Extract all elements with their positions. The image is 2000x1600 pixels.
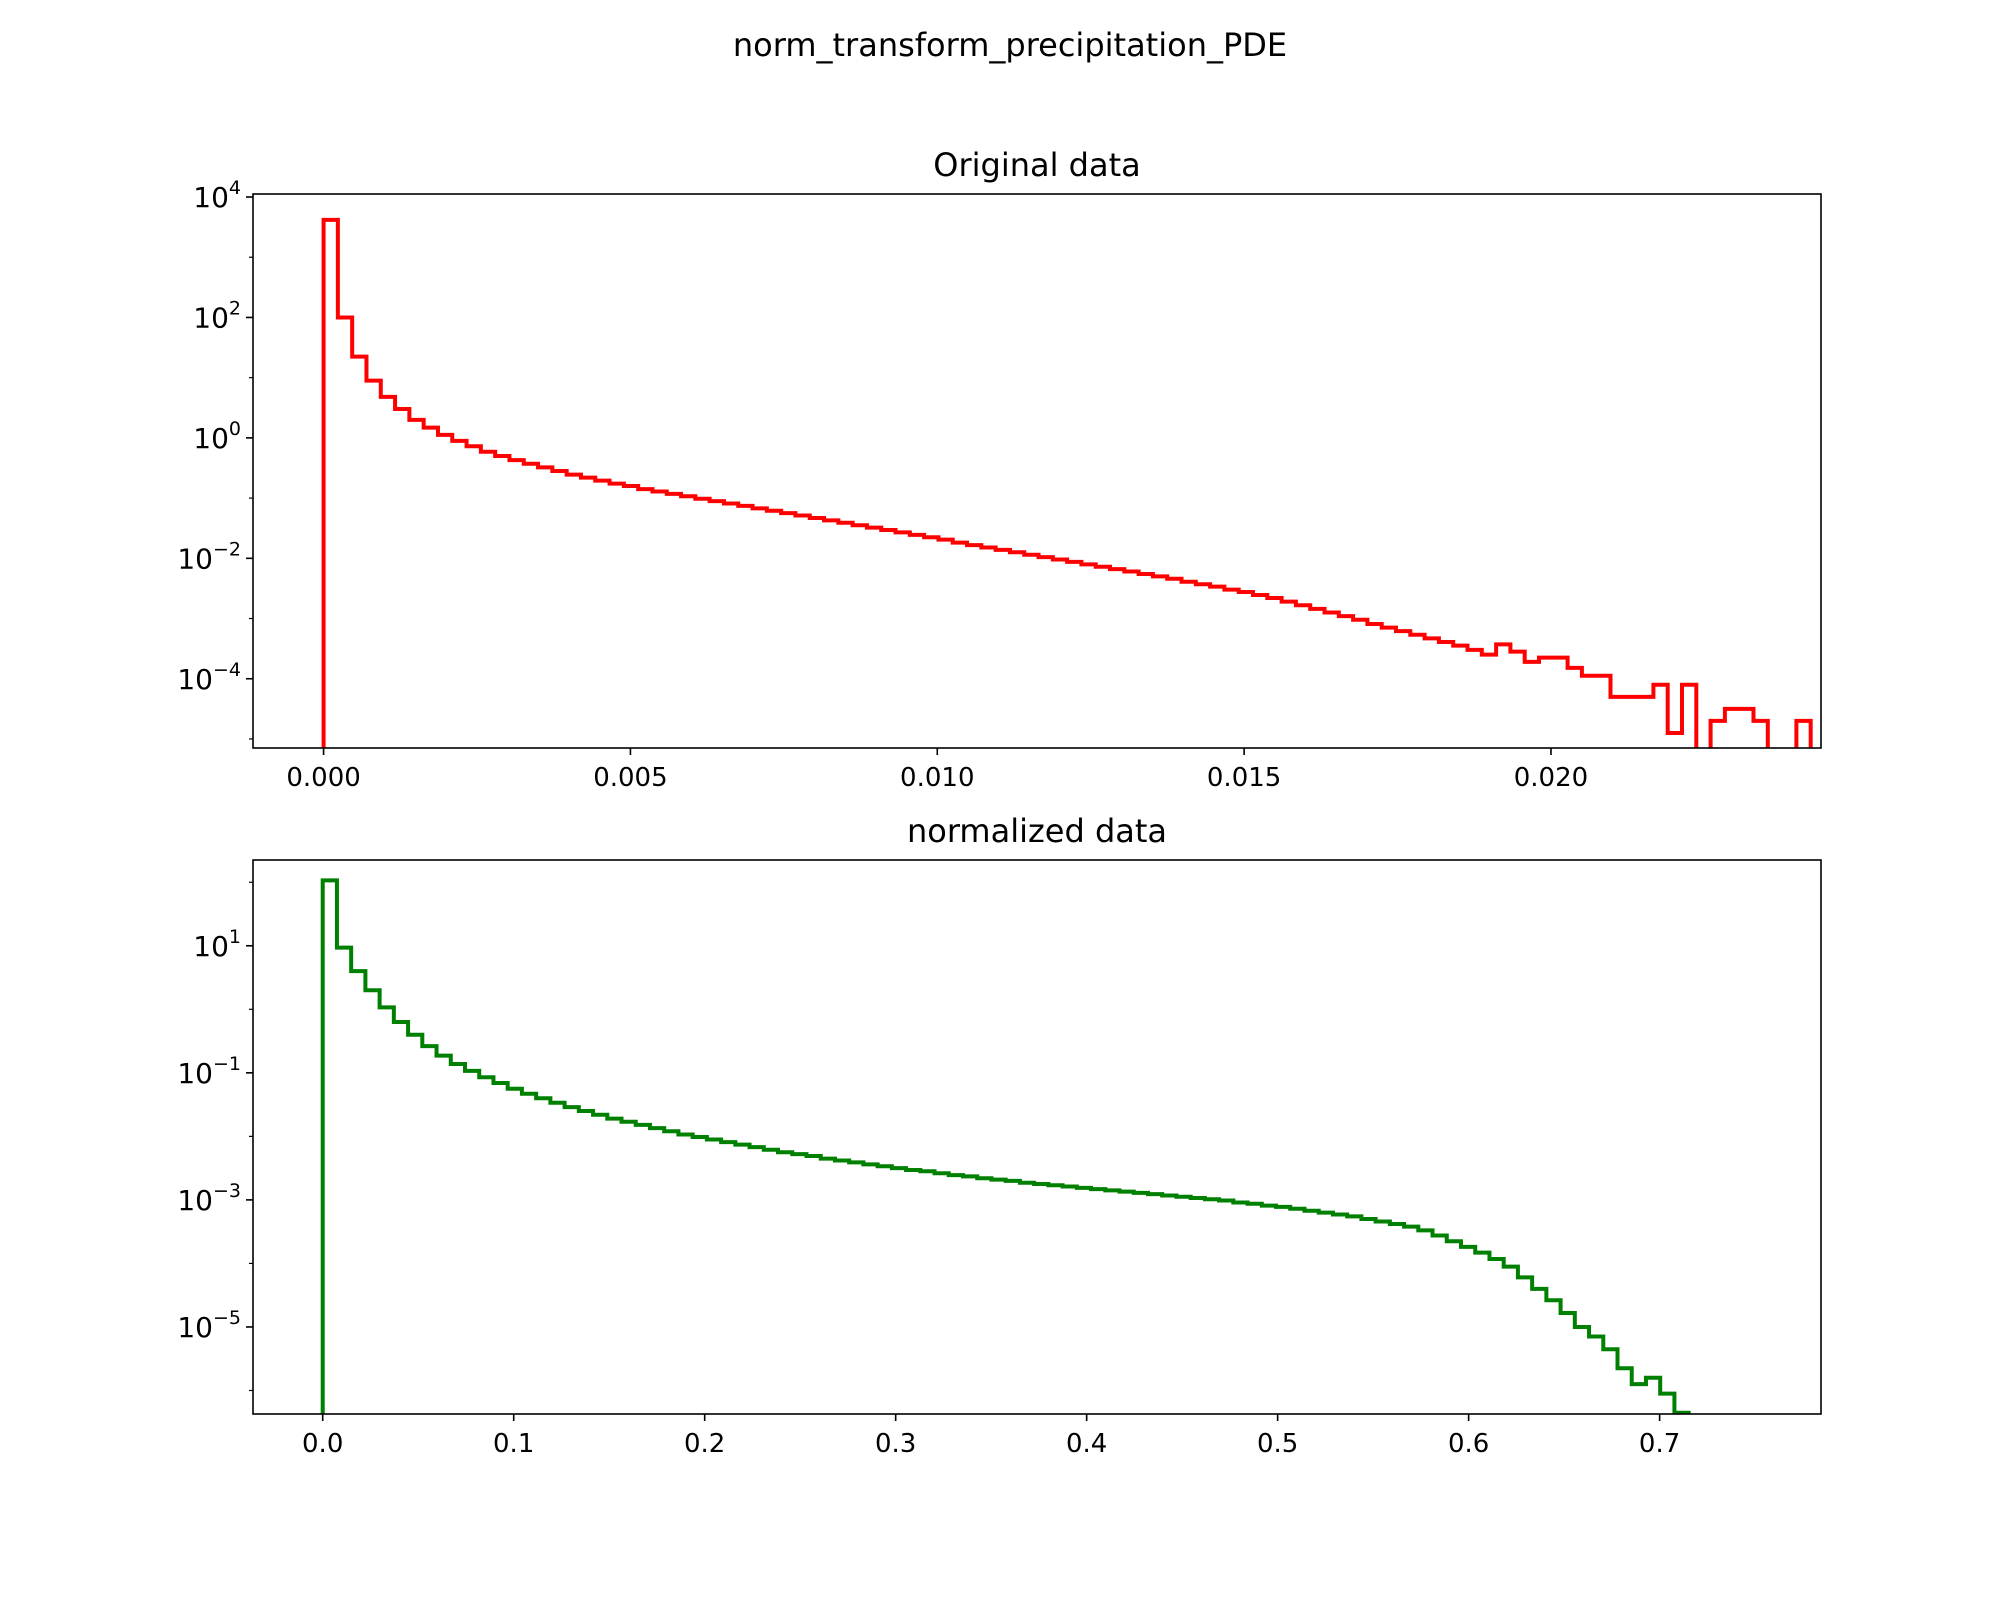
x-axis-original: 0.000 0.005 0.010 0.015 0.020 <box>286 748 1588 793</box>
x-tick-label: 0.3 <box>875 1429 916 1459</box>
x-tick-label: 0.7 <box>1639 1429 1680 1459</box>
axes-frame-normalized <box>252 859 1822 1415</box>
x-tick-label: 0.6 <box>1448 1429 1489 1459</box>
x-tick-label: 0.005 <box>593 763 667 793</box>
subplot-title-original: Original data <box>933 146 1140 184</box>
y-tick-label: 10−4 <box>177 659 241 696</box>
y-tick-label: 10−5 <box>177 1307 241 1344</box>
y-tick-label: 10−3 <box>177 1180 241 1217</box>
x-axis-normalized: 0.0 0.1 0.2 0.3 0.4 0.5 0.6 0.7 <box>302 1414 1680 1459</box>
x-tick-label: 0.010 <box>900 763 974 793</box>
subplot-original-data: Original data 0.000 0.005 0.010 0.015 0.020 … <box>177 146 1822 793</box>
x-tick-label: 0.000 <box>286 763 360 793</box>
y-axis-normalized: 101 10−1 10−3 10−5 <box>177 881 253 1392</box>
y-tick-label: 10−2 <box>177 538 241 575</box>
x-tick-label: 0.2 <box>684 1429 725 1459</box>
axes-frame-original <box>252 193 1822 749</box>
x-tick-label: 0.1 <box>493 1429 534 1459</box>
histogram-area-original <box>321 217 1813 748</box>
y-tick-label: 100 <box>193 418 241 455</box>
figure-suptitle: norm_transform_precipitation_PDE <box>733 26 1287 64</box>
x-tick-label: 0.4 <box>1066 1429 1107 1459</box>
histogram-step-line <box>321 217 1813 748</box>
histogram-area-normalized <box>320 878 1691 1414</box>
y-tick-label: 102 <box>193 297 241 334</box>
y-tick-label: 10−1 <box>177 1053 241 1090</box>
histogram-step-line <box>320 878 1691 1414</box>
subplot-title-normalized: normalized data <box>907 812 1167 850</box>
subplot-normalized-data: normalized data 0.0 0.1 0.2 0.3 0.4 0.5 0.6 0.7… <box>177 812 1822 1459</box>
x-tick-label: 0.020 <box>1514 763 1588 793</box>
y-tick-label: 101 <box>193 926 241 963</box>
x-tick-label: 0.0 <box>302 1429 343 1459</box>
x-tick-label: 0.015 <box>1207 763 1281 793</box>
y-axis-original: 104 102 100 10−2 10−4 <box>177 177 253 740</box>
y-tick-label: 104 <box>193 177 241 214</box>
x-tick-label: 0.5 <box>1257 1429 1298 1459</box>
